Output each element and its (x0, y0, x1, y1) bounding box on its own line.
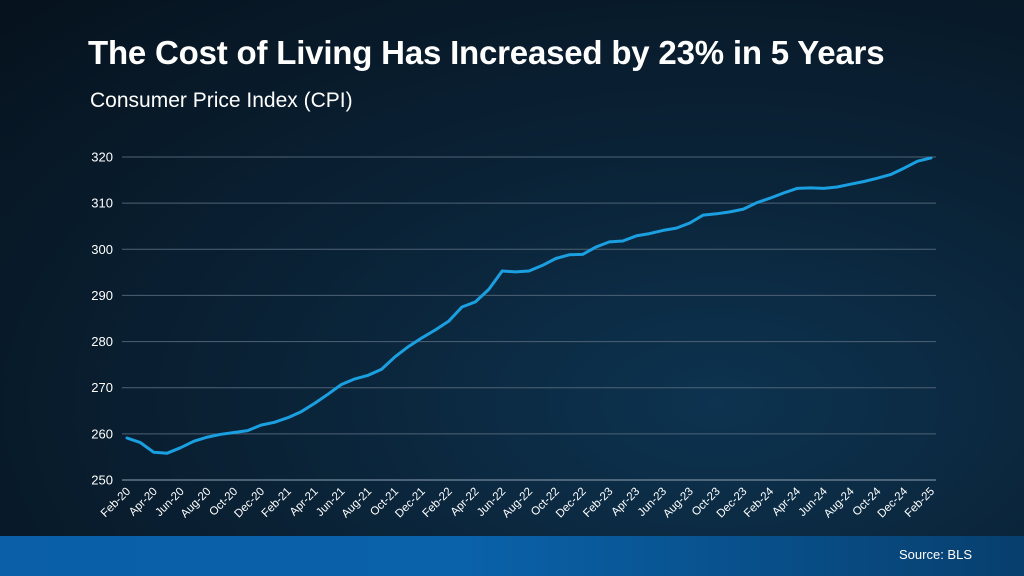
x-tick-label: Apr-23 (609, 486, 642, 519)
data-point (461, 306, 464, 309)
data-point (380, 368, 383, 371)
x-tick-label: Dec-21 (393, 486, 428, 521)
cpi-series-line (125, 156, 933, 455)
x-tick-label: Apr-22 (449, 486, 482, 519)
data-point (782, 192, 785, 195)
data-point (528, 270, 531, 273)
data-point (889, 173, 892, 176)
data-point (394, 355, 397, 358)
data-point (126, 437, 129, 440)
data-point (260, 424, 263, 427)
data-point (916, 160, 919, 163)
x-tick-label: Dec-20 (232, 486, 267, 521)
source-label: Source: BLS (899, 547, 972, 562)
data-point (313, 402, 316, 405)
data-point (635, 234, 638, 237)
data-point (809, 186, 812, 189)
y-tick-label: 300 (91, 242, 113, 257)
footer-bar: Source: BLS (0, 536, 1024, 576)
data-point (193, 440, 196, 443)
data-point (608, 240, 611, 243)
data-point (863, 180, 866, 183)
data-point (447, 320, 450, 323)
y-tick-label: 270 (91, 380, 113, 395)
data-point (688, 222, 691, 225)
x-tick-label: Apr-20 (127, 486, 160, 519)
data-point (836, 186, 839, 189)
y-tick-label: 310 (91, 196, 113, 211)
data-point (340, 383, 343, 386)
data-point (755, 201, 758, 204)
data-point (434, 329, 437, 332)
data-point (554, 257, 557, 260)
data-point (796, 187, 799, 190)
x-tick-label: Feb-21 (260, 486, 294, 520)
data-point (273, 421, 276, 424)
x-tick-label: Aug-20 (179, 486, 214, 521)
x-tick-label: Aug-22 (500, 486, 535, 521)
x-tick-label: Dec-22 (554, 486, 589, 521)
x-tick-label: Apr-21 (288, 486, 321, 519)
data-point (233, 431, 236, 434)
data-point (568, 253, 571, 256)
data-point (286, 416, 289, 419)
data-point (152, 451, 155, 454)
x-tick-label: Dec-23 (715, 486, 750, 521)
data-point (769, 197, 772, 200)
data-point (729, 210, 732, 213)
data-point (930, 156, 933, 159)
data-point (648, 232, 651, 235)
data-point (903, 167, 906, 170)
data-point (715, 212, 718, 215)
data-point (662, 229, 665, 232)
data-point (541, 264, 544, 267)
data-point (300, 410, 303, 413)
data-point (702, 214, 705, 217)
data-point (474, 300, 477, 303)
y-tick-label: 250 (91, 473, 113, 488)
data-point (514, 270, 517, 273)
x-tick-label: Aug-24 (822, 485, 857, 520)
x-tick-label: Feb-20 (99, 486, 133, 520)
y-tick-label: 260 (91, 426, 113, 441)
data-point (166, 452, 169, 455)
x-tick-label: Aug-21 (340, 486, 375, 521)
cpi-line-chart: 250260270280290300310320Feb-20Apr-20Jun-… (91, 150, 937, 521)
data-point (849, 183, 852, 186)
x-tick-label: Aug-23 (661, 486, 696, 521)
x-tick-label: Feb-22 (420, 486, 454, 520)
data-point (219, 433, 222, 436)
data-point (487, 288, 490, 291)
data-point (581, 253, 584, 256)
data-point (246, 429, 249, 432)
y-tick-label: 280 (91, 334, 113, 349)
data-point (367, 374, 370, 377)
data-point (206, 436, 209, 439)
y-tick-label: 320 (91, 150, 113, 165)
data-point (327, 393, 330, 396)
data-point (407, 345, 410, 348)
data-point (139, 441, 142, 444)
data-point (353, 377, 356, 380)
x-tick-label: Feb-23 (581, 486, 615, 520)
data-point (420, 336, 423, 339)
data-point (822, 187, 825, 190)
data-point (876, 177, 879, 180)
data-point (595, 246, 598, 249)
x-tick-label: Feb-24 (742, 485, 777, 520)
data-point (179, 446, 182, 449)
data-point (621, 240, 624, 243)
data-point (675, 227, 678, 230)
data-point (501, 270, 504, 273)
y-tick-label: 290 (91, 288, 113, 303)
data-point (742, 208, 745, 211)
x-tick-label: Feb-25 (903, 486, 937, 520)
chart-subtitle: Consumer Price Index (CPI) (90, 89, 353, 112)
chart-title: The Cost of Living Has Increased by 23% … (88, 34, 885, 71)
